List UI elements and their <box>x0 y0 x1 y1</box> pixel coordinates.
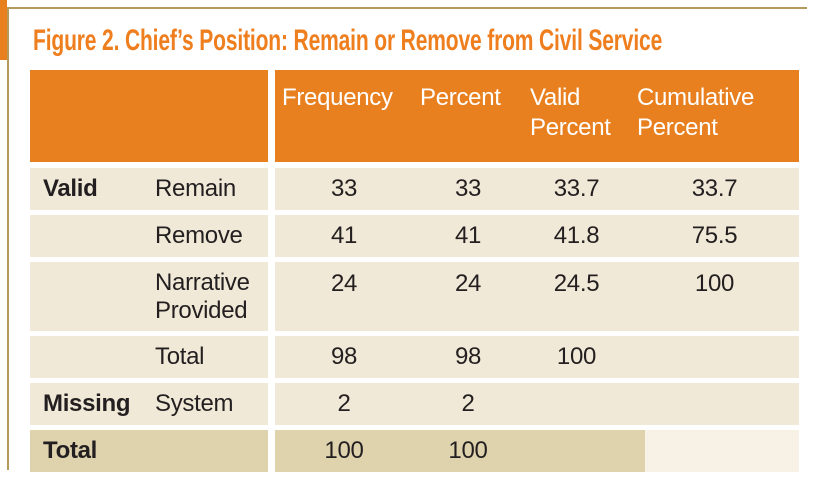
column-header-valid-percent: Valid Percent <box>523 70 630 162</box>
column-gutter <box>268 70 275 162</box>
cell-cumulative-percent: 100 <box>630 262 799 331</box>
column-header-cumulative-percent: Cumulative Percent <box>630 70 799 162</box>
column-header-percent: Percent <box>413 70 523 162</box>
header-spacer-cell <box>30 70 268 162</box>
column-header-frequency: Frequency <box>275 70 413 162</box>
row-label-cell: Missing System <box>30 383 268 425</box>
table-row-narrative-provided: Narrative Provided 24 24 24.5 100 <box>30 262 799 331</box>
row-label-cell: Narrative Provided <box>30 262 268 331</box>
column-gutter <box>268 430 275 472</box>
row-label-cell: Total <box>30 336 268 378</box>
row-category: Valid <box>43 175 98 202</box>
cell-valid-percent <box>523 430 645 472</box>
table-row-remain: Valid Remain 33 33 33.7 33.7 <box>30 168 799 210</box>
table-row-remove: Remove 41 41 41.8 75.5 <box>30 215 799 257</box>
column-gutter <box>268 168 275 210</box>
cell-percent: 33 <box>413 168 523 210</box>
figure-frame-left-border <box>7 7 9 470</box>
row-label-cell: Valid Remain <box>30 168 268 210</box>
row-value-label: System <box>155 390 234 418</box>
frequency-table: Frequency Percent Valid Percent Cumulati… <box>30 70 799 472</box>
row-category: Missing <box>43 390 131 417</box>
cell-percent: 100 <box>413 430 523 472</box>
page-edge-accent-bar <box>0 0 7 60</box>
column-gutter <box>268 262 275 331</box>
cell-valid-percent <box>523 383 630 425</box>
cell-frequency: 2 <box>275 383 413 425</box>
table-row-valid-total: Total 98 98 100 <box>30 336 799 378</box>
cell-frequency: 98 <box>275 336 413 378</box>
cell-cumulative-percent <box>630 336 799 378</box>
cell-percent: 41 <box>413 215 523 257</box>
cell-valid-percent: 100 <box>523 336 630 378</box>
cell-percent: 2 <box>413 383 523 425</box>
column-gutter <box>268 215 275 257</box>
row-label-cell: Remove <box>30 215 268 257</box>
cell-frequency: 41 <box>275 215 413 257</box>
table-row-missing-system: Missing System 2 2 <box>30 383 799 425</box>
cell-frequency: 100 <box>275 430 413 472</box>
row-label-cell: Total <box>30 430 268 472</box>
cell-valid-percent: 41.8 <box>523 215 630 257</box>
table-header-row: Frequency Percent Valid Percent Cumulati… <box>30 70 799 162</box>
cell-cumulative-percent <box>630 383 799 425</box>
column-gutter <box>268 383 275 425</box>
row-value-label: Narrative Provided <box>155 268 250 324</box>
cell-cumulative-percent <box>645 430 799 472</box>
cell-cumulative-percent: 75.5 <box>630 215 799 257</box>
figure-frame-top-border <box>7 7 807 9</box>
cell-percent: 98 <box>413 336 523 378</box>
table-row-grand-total: Total 100 100 <box>30 430 799 472</box>
cell-percent: 24 <box>413 262 523 331</box>
column-gutter <box>268 336 275 378</box>
cell-cumulative-percent: 33.7 <box>630 168 799 210</box>
figure-title: Figure 2. Chief’s Position: Remain or Re… <box>33 24 663 57</box>
cell-valid-percent: 24.5 <box>523 262 630 331</box>
cell-valid-percent: 33.7 <box>523 168 630 210</box>
row-value-label: Remain <box>155 175 236 203</box>
cell-frequency: 24 <box>275 262 413 331</box>
cell-frequency: 33 <box>275 168 413 210</box>
row-category: Total <box>43 437 98 464</box>
row-value-label: Total <box>155 343 205 371</box>
row-value-label: Remove <box>155 222 243 250</box>
